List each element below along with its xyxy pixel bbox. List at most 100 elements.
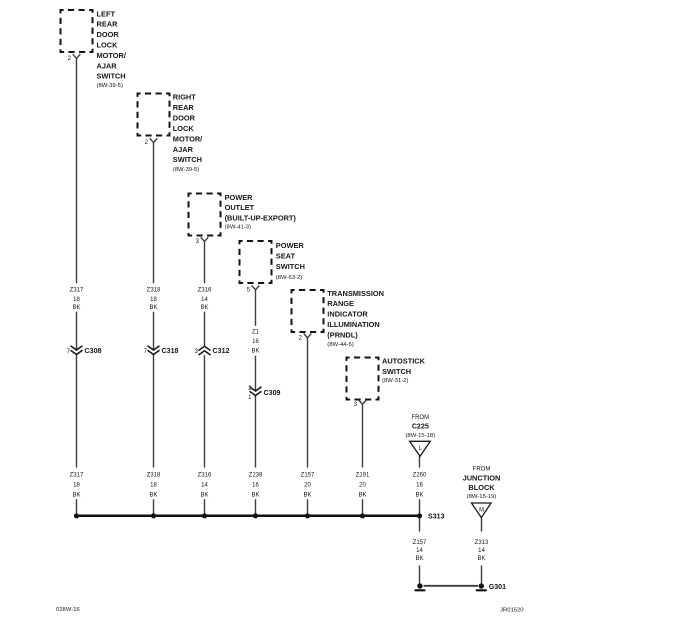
svg-text:Z157: Z157 <box>301 473 315 479</box>
svg-text:(PRNDL): (PRNDL) <box>327 330 358 339</box>
svg-text:MOTOR/: MOTOR/ <box>173 134 202 143</box>
svg-text:DOOR: DOOR <box>97 30 120 39</box>
svg-text:Z1: Z1 <box>252 330 260 336</box>
svg-text:SEAT: SEAT <box>276 252 296 261</box>
svg-text:3: 3 <box>195 349 199 355</box>
svg-text:L: L <box>419 446 423 452</box>
svg-text:BK: BK <box>303 493 311 499</box>
svg-text:LOCK: LOCK <box>173 124 195 133</box>
svg-text:C312: C312 <box>213 347 230 355</box>
svg-text:BLOCK: BLOCK <box>468 483 495 492</box>
svg-text:14: 14 <box>478 548 485 554</box>
svg-text:BK: BK <box>149 305 157 311</box>
svg-text:1: 1 <box>248 395 252 401</box>
svg-text:REAR: REAR <box>173 103 195 112</box>
svg-text:TRANSMISSION: TRANSMISSION <box>327 289 384 298</box>
svg-text:OUTLET: OUTLET <box>225 203 255 212</box>
svg-text:BK: BK <box>72 493 80 499</box>
svg-text:POWER: POWER <box>225 193 254 202</box>
svg-text:DOOR: DOOR <box>173 113 196 122</box>
svg-text:JR01520: JR01520 <box>500 608 524 614</box>
svg-text:14: 14 <box>201 483 208 489</box>
svg-text:14: 14 <box>201 297 208 303</box>
svg-text:2: 2 <box>68 56 72 62</box>
svg-text:C308: C308 <box>85 347 102 355</box>
svg-text:RANGE: RANGE <box>327 299 354 308</box>
svg-text:JUNCTION: JUNCTION <box>463 473 501 482</box>
svg-text:Z316: Z316 <box>198 473 212 479</box>
svg-text:(8W-41-3): (8W-41-3) <box>225 225 251 231</box>
svg-text:(8W-39-5): (8W-39-5) <box>97 83 123 89</box>
svg-text:7: 7 <box>67 349 71 355</box>
svg-text:Z316: Z316 <box>198 288 212 294</box>
svg-text:C318: C318 <box>162 347 179 355</box>
svg-text:(8W-39-5): (8W-39-5) <box>173 167 199 173</box>
svg-text:(8W-63-2): (8W-63-2) <box>276 275 302 281</box>
svg-text:FROM: FROM <box>473 466 491 472</box>
svg-text:16: 16 <box>252 339 259 345</box>
svg-text:2: 2 <box>299 336 303 342</box>
svg-text:S313: S313 <box>428 513 445 521</box>
svg-text:(8W-44-5): (8W-44-5) <box>327 342 353 348</box>
svg-text:Z260: Z260 <box>413 473 427 479</box>
svg-text:MOTOR/: MOTOR/ <box>97 51 126 60</box>
svg-text:Z318: Z318 <box>147 473 161 479</box>
svg-text:SWITCH: SWITCH <box>173 155 202 164</box>
svg-text:BK: BK <box>72 305 80 311</box>
svg-text:AJAR: AJAR <box>97 61 118 70</box>
svg-text:5: 5 <box>247 288 251 294</box>
svg-text:Z318: Z318 <box>147 288 161 294</box>
svg-text:SWITCH: SWITCH <box>97 72 126 81</box>
svg-text:Z317: Z317 <box>70 288 84 294</box>
svg-text:7: 7 <box>144 349 148 355</box>
svg-text:3: 3 <box>196 239 200 245</box>
svg-text:20: 20 <box>304 483 311 489</box>
svg-text:ILLUMINATION: ILLUMINATION <box>327 320 379 329</box>
svg-text:BK: BK <box>477 556 485 562</box>
svg-text:C309: C309 <box>264 389 281 397</box>
svg-text:C225: C225 <box>412 423 429 431</box>
svg-text:BK: BK <box>415 556 423 562</box>
svg-text:16: 16 <box>252 483 259 489</box>
svg-text:(8W-15-19): (8W-15-19) <box>467 494 497 500</box>
svg-text:20: 20 <box>359 483 366 489</box>
svg-text:BK: BK <box>251 348 259 354</box>
svg-text:BK: BK <box>200 305 208 311</box>
svg-text:(BUILT-UP-EXPORT): (BUILT-UP-EXPORT) <box>225 213 297 222</box>
svg-text:Z313: Z313 <box>475 540 489 546</box>
svg-text:LOCK: LOCK <box>97 41 119 50</box>
svg-text:G301: G301 <box>489 583 506 591</box>
svg-text:FROM: FROM <box>411 415 429 421</box>
svg-text:(8W-31-2): (8W-31-2) <box>382 378 408 384</box>
svg-text:3: 3 <box>354 402 358 408</box>
svg-text:REAR: REAR <box>97 20 119 29</box>
svg-text:18: 18 <box>150 483 157 489</box>
svg-text:18: 18 <box>150 297 157 303</box>
svg-text:SWITCH: SWITCH <box>382 367 411 376</box>
svg-text:AJAR: AJAR <box>173 145 194 154</box>
svg-text:BK: BK <box>415 493 423 499</box>
svg-text:BK: BK <box>251 493 259 499</box>
svg-text:Z238: Z238 <box>249 473 263 479</box>
svg-text:Z157: Z157 <box>413 540 427 546</box>
svg-text:Z191: Z191 <box>356 473 370 479</box>
svg-text:BK: BK <box>149 493 157 499</box>
svg-text:AUTOSTICK: AUTOSTICK <box>382 357 426 366</box>
svg-text:2: 2 <box>145 140 149 146</box>
svg-text:14: 14 <box>416 548 423 554</box>
svg-text:INDICATOR: INDICATOR <box>327 310 368 319</box>
svg-text:POWER: POWER <box>276 241 305 250</box>
svg-text:RIGHT: RIGHT <box>173 93 196 102</box>
svg-text:028W-16: 028W-16 <box>56 607 81 613</box>
svg-text:18: 18 <box>73 297 80 303</box>
svg-text:BK: BK <box>200 493 208 499</box>
svg-text:18: 18 <box>73 483 80 489</box>
svg-text:SWITCH: SWITCH <box>276 262 305 271</box>
svg-text:16: 16 <box>416 483 423 489</box>
svg-text:BK: BK <box>358 493 366 499</box>
svg-text:LEFT: LEFT <box>97 9 116 18</box>
svg-text:Z317: Z317 <box>70 473 84 479</box>
svg-text:M: M <box>479 508 484 514</box>
svg-text:2: 2 <box>248 386 252 392</box>
svg-text:(8W-15-18): (8W-15-18) <box>405 433 435 439</box>
